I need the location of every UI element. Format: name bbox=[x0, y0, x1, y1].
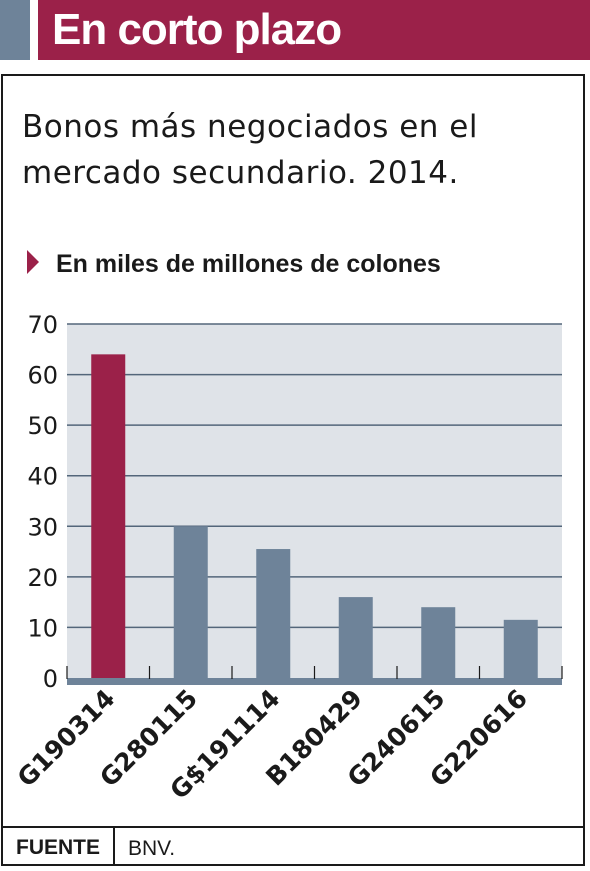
y-tick-label: 60 bbox=[27, 362, 58, 390]
bar-g190314 bbox=[91, 354, 126, 678]
header-bar bbox=[38, 0, 590, 60]
y-tick-label: 30 bbox=[27, 513, 58, 541]
bar-g191114 bbox=[256, 549, 291, 678]
y-tick-label: 0 bbox=[43, 665, 58, 693]
y-tick-label: 50 bbox=[27, 412, 58, 440]
y-tick-label: 70 bbox=[27, 311, 58, 339]
y-tick-label: 40 bbox=[27, 463, 58, 491]
plot-background bbox=[67, 324, 562, 678]
header-accent-block bbox=[0, 0, 30, 60]
source-label: FUENTE bbox=[16, 836, 100, 859]
x-axis-line bbox=[67, 678, 562, 685]
y-tick-label: 10 bbox=[27, 614, 58, 642]
bar-g240615 bbox=[421, 607, 456, 678]
x-axis bbox=[66, 666, 563, 685]
bars bbox=[91, 354, 538, 678]
bar-chart: 0 10 20 30 40 50 60 70 G190314G280115G$191114B1… bbox=[12, 311, 563, 805]
y-tick-label: 20 bbox=[27, 564, 58, 592]
footer-separator bbox=[113, 828, 115, 864]
y-axis-ticks: 0 10 20 30 40 50 60 70 bbox=[27, 311, 58, 693]
chart-frame bbox=[1, 74, 585, 866]
bar-g280115 bbox=[173, 526, 208, 678]
chart-subtitle: Bonos más negociados en el mercado secun… bbox=[22, 109, 478, 191]
unit-label: En miles de millones de colones bbox=[56, 250, 441, 278]
grid-lines bbox=[67, 323, 562, 629]
x-axis-labels: G190314G280115G$191114B180429G240615G220… bbox=[12, 684, 533, 805]
footer-divider bbox=[3, 826, 583, 828]
page-title: En corto plazo bbox=[52, 5, 342, 54]
bar-b180429 bbox=[338, 597, 373, 678]
bar-g220616 bbox=[503, 619, 538, 678]
source-value: BNV. bbox=[128, 837, 176, 860]
triangle-bullet-icon bbox=[27, 250, 39, 274]
